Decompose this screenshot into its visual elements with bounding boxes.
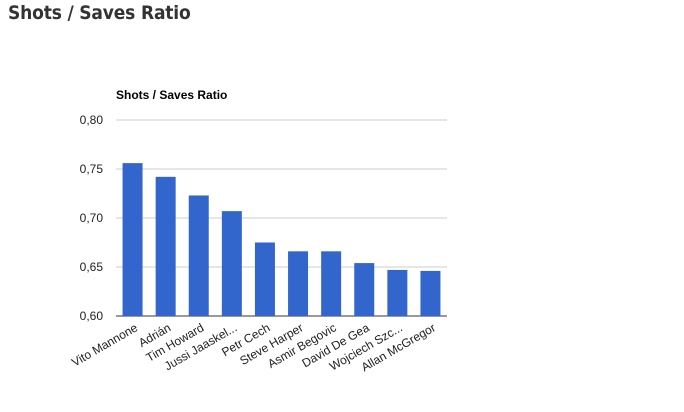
page-heading: Shots / Saves Ratio — [8, 2, 191, 24]
y-tick-label: 0,80 — [80, 113, 104, 127]
bar — [122, 163, 143, 316]
bar — [288, 251, 309, 316]
y-axis-ticks: 0,60 0,65 0,70 0,75 0,80 — [80, 113, 104, 323]
bar — [354, 263, 375, 316]
y-tick-label: 0,60 — [80, 309, 104, 323]
bar — [155, 176, 176, 316]
y-tick-label: 0,65 — [80, 260, 104, 274]
bar — [387, 269, 408, 316]
bar — [221, 211, 242, 316]
bar — [254, 242, 275, 316]
bar — [420, 270, 441, 316]
bar — [321, 251, 342, 316]
bars — [122, 163, 441, 316]
y-tick-label: 0,70 — [80, 211, 104, 225]
bar — [188, 195, 209, 316]
y-tick-label: 0,75 — [80, 162, 104, 176]
chart-title: Shots / Saves Ratio — [116, 88, 227, 102]
x-tick-label: Vito Mannone — [69, 320, 140, 369]
